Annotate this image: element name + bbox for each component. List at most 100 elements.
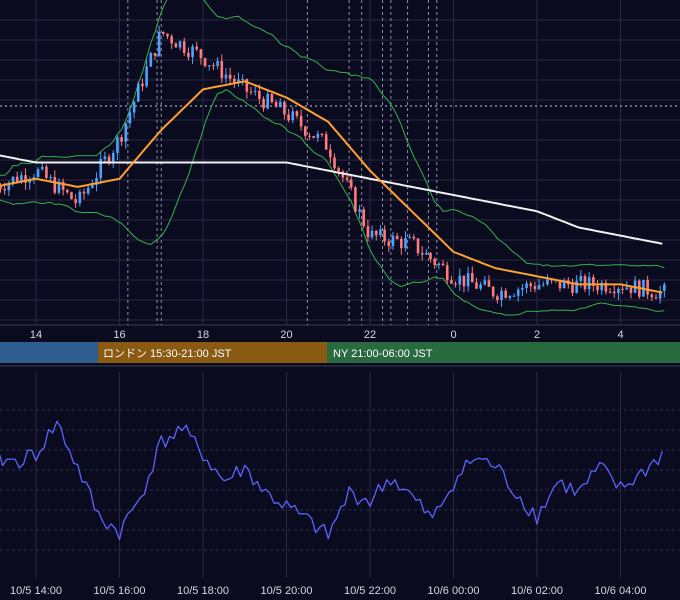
candle xyxy=(362,206,366,229)
candle xyxy=(420,246,424,261)
bollinger-lower xyxy=(0,89,665,316)
candle xyxy=(170,34,173,50)
candle xyxy=(404,231,407,252)
candle xyxy=(458,268,462,291)
candle xyxy=(312,135,315,139)
candle xyxy=(86,184,90,196)
candle xyxy=(462,275,466,293)
candle xyxy=(571,278,574,297)
candle xyxy=(592,274,595,292)
candle xyxy=(166,33,169,39)
candle xyxy=(329,144,332,164)
candle xyxy=(295,110,299,119)
price-x-tick-label: 14 xyxy=(30,329,42,341)
candle xyxy=(249,86,253,95)
candle xyxy=(216,57,219,70)
candle xyxy=(491,285,495,299)
candle xyxy=(441,260,445,266)
candle xyxy=(429,251,432,263)
candle xyxy=(153,52,157,60)
candle xyxy=(157,25,161,57)
price-x-tick-label: 4 xyxy=(617,329,623,341)
candle xyxy=(241,74,244,86)
candle xyxy=(278,98,282,108)
candle xyxy=(337,166,340,177)
oscillator-x-tick-label: 10/5 22:00 xyxy=(344,585,396,597)
candle xyxy=(541,281,545,287)
candle xyxy=(358,204,361,219)
candle xyxy=(596,280,599,295)
candle xyxy=(207,65,211,71)
candle xyxy=(120,134,123,146)
oscillator-line xyxy=(0,420,663,541)
candle xyxy=(308,132,311,140)
candle xyxy=(78,189,82,207)
candle xyxy=(416,238,420,256)
session-bar: ロンドン 15:30-21:00 JST NY 21:00-06:00 JST xyxy=(0,342,680,363)
candle xyxy=(270,92,274,104)
oscillator-x-tick-label: 10/5 20:00 xyxy=(261,585,313,597)
candle xyxy=(49,174,52,181)
oscillator-x-tick-label: 10/5 16:00 xyxy=(94,585,146,597)
candle xyxy=(400,236,403,255)
candle xyxy=(379,224,382,238)
session-london-label: ロンドン 15:30-21:00 JST xyxy=(103,348,232,360)
session-london-band xyxy=(98,342,327,363)
candle xyxy=(516,287,520,302)
candle xyxy=(366,219,370,242)
oscillator-x-tick-label: 10/5 14:00 xyxy=(10,585,62,597)
candle xyxy=(354,185,357,213)
candle xyxy=(483,276,487,286)
candle xyxy=(36,167,40,179)
candle xyxy=(299,109,303,131)
price-x-tick-label: 22 xyxy=(364,329,376,341)
candle xyxy=(658,285,662,304)
candle xyxy=(466,266,470,292)
candle xyxy=(533,281,537,293)
candle xyxy=(504,288,507,299)
candle xyxy=(174,42,178,48)
candle xyxy=(500,286,503,307)
candle xyxy=(450,275,453,285)
candle xyxy=(320,133,324,138)
candle xyxy=(220,54,224,84)
candle xyxy=(437,262,441,270)
candle xyxy=(233,75,236,88)
candle xyxy=(546,274,549,286)
candle xyxy=(291,106,295,124)
candle xyxy=(124,122,128,149)
oscillator-x-tick-label: 10/6 00:00 xyxy=(428,585,480,597)
price-x-tick-label: 2 xyxy=(534,329,540,341)
candle xyxy=(195,41,199,52)
candle xyxy=(99,152,103,185)
candle xyxy=(425,249,428,255)
candle xyxy=(149,51,153,67)
candle xyxy=(274,99,278,108)
candle xyxy=(600,280,604,295)
candle xyxy=(383,225,386,246)
oscillator-x-axis: 10/5 14:00 10/5 16:00 10/5 18:00 10/5 20:00… xyxy=(10,585,647,597)
candlestick-series xyxy=(0,25,666,307)
candle xyxy=(162,31,165,36)
candle xyxy=(266,89,270,110)
candle xyxy=(199,48,203,65)
candle xyxy=(28,176,32,190)
candle xyxy=(629,287,633,299)
candle xyxy=(646,275,649,300)
moving-averages xyxy=(0,80,663,294)
moving-average-long xyxy=(0,154,663,245)
candle xyxy=(103,151,107,164)
candle xyxy=(454,281,457,288)
candle xyxy=(525,280,528,294)
candle xyxy=(324,131,328,150)
candle xyxy=(24,168,27,190)
candle xyxy=(374,229,378,241)
candle xyxy=(178,40,182,51)
candle xyxy=(412,234,416,241)
candle xyxy=(82,188,86,200)
moving-average-short xyxy=(0,80,663,294)
candle xyxy=(45,164,48,180)
candle xyxy=(333,153,336,171)
candle xyxy=(475,277,478,290)
